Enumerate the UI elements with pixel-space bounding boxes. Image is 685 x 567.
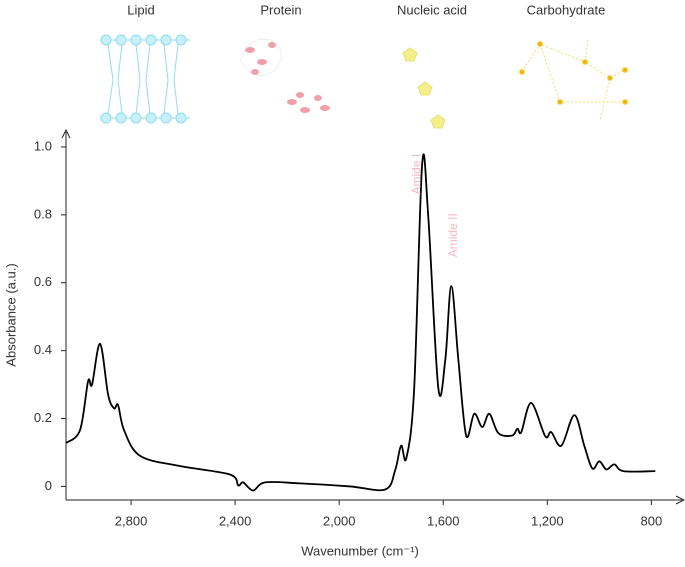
x-tick-label: 2,000: [323, 513, 356, 528]
y-tick-label: 0.4: [34, 342, 52, 357]
lipid-icon: [100, 34, 190, 124]
x-tick-label: 2,800: [115, 513, 148, 528]
y-axis: [61, 128, 71, 500]
carbohydrate-icon: [519, 39, 628, 121]
y-axis-label: Absorbance (a.u.): [3, 263, 18, 366]
x-tick-label: 800: [641, 513, 663, 528]
icon-label: Protein: [260, 2, 301, 17]
nucleic-acid-icon: [402, 47, 446, 129]
icon-label: Carbohydrate: [527, 2, 606, 17]
x-tick-label: 1,200: [531, 513, 564, 528]
spectrum-line: [65, 153, 656, 492]
y-tick-label: 1.0: [34, 138, 52, 153]
y-tick-label: 0.6: [34, 274, 52, 289]
x-axis-label: Wavenumber (cm⁻¹): [301, 543, 419, 558]
annotation: Amide I: [409, 154, 423, 195]
annotation: Amide II: [446, 213, 460, 257]
y-tick-label: 0: [45, 478, 52, 493]
x-tick-label: 1,600: [427, 513, 460, 528]
icon-label: Nucleic acid: [397, 2, 467, 17]
y-tick-label: 0.8: [34, 206, 52, 221]
x-tick-label: 2,400: [219, 513, 252, 528]
icon-label: Lipid: [127, 2, 154, 17]
y-tick-label: 0.2: [34, 410, 52, 425]
x-axis: [66, 495, 685, 505]
protein-icon: [239, 38, 330, 113]
